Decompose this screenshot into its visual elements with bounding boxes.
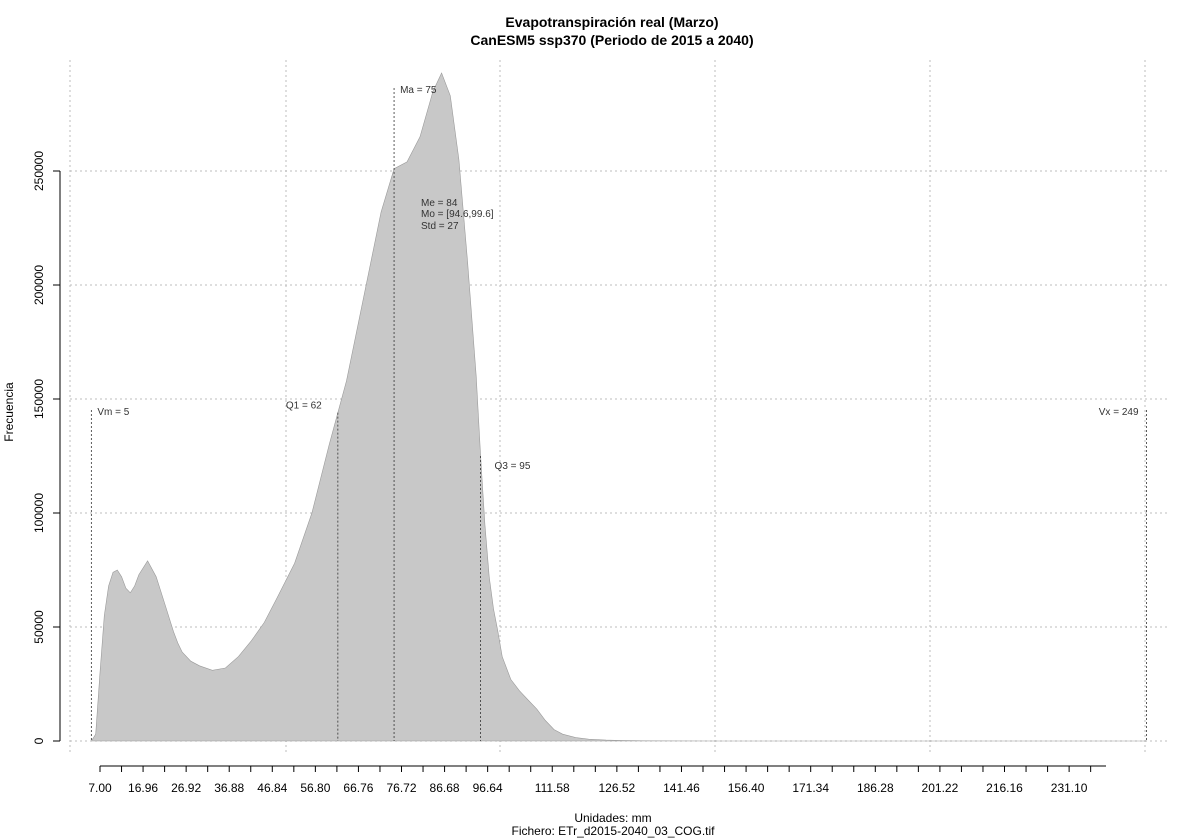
x-tick-label: 76.72 <box>386 781 416 795</box>
marker-label: Vm = 5 <box>97 407 129 418</box>
grid-lines <box>69 60 1170 755</box>
marker-label: Ma = 75 <box>400 85 437 96</box>
x-tick-label: 201.22 <box>922 781 959 795</box>
x-tick-label: 171.34 <box>792 781 829 795</box>
y-tick-label: 150000 <box>32 379 46 419</box>
marker-label: Q1 = 62 <box>286 401 322 412</box>
y-tick-label: 50000 <box>32 610 46 644</box>
y-axis-title: Frecuencia <box>2 382 16 442</box>
stat-markers: Vm = 5 Q1 = 62 Ma = 75 Q3 = 95 Vx = 249 <box>90 85 1147 741</box>
x-tick-label: 26.92 <box>171 781 201 795</box>
x-tick-label: 7.00 <box>88 781 112 795</box>
x-tick-label: 96.64 <box>473 781 503 795</box>
x-tick-label: 56.80 <box>300 781 330 795</box>
x-tick-label: 186.28 <box>857 781 894 795</box>
chart-title: Evapotranspiración real (Marzo) <box>505 14 718 30</box>
stat-mode-label: Mo = [94.6,99.6] <box>421 209 494 220</box>
y-tick-label: 100000 <box>32 493 46 533</box>
x-tick-label: 16.96 <box>128 781 158 795</box>
density-area <box>91 72 1147 742</box>
x-tick-label: 156.40 <box>728 781 765 795</box>
marker-label: Q3 = 95 <box>495 461 531 472</box>
x-tick-label: 126.52 <box>599 781 636 795</box>
chart-subtitle: CanESM5 ssp370 (Periodo de 2015 a 2040) <box>470 32 753 48</box>
marker-label: Vx = 249 <box>1099 407 1139 418</box>
x-tick-label: 86.68 <box>430 781 460 795</box>
x-axis: 7.00 16.96 26.92 36.88 46.84 56.80 66.76 76.72 8… <box>88 765 1106 795</box>
y-axis: 0 50000 100000 150000 200000 250000 <box>32 151 61 744</box>
x-tick-label: 66.76 <box>343 781 373 795</box>
y-tick-label: 250000 <box>32 151 46 191</box>
stat-median-label: Me = 84 <box>421 198 458 209</box>
x-axis-title: Unidades: mm <box>574 811 651 825</box>
source-file-label: Fichero: ETr_d2015-2040_03_COG.tif <box>512 824 716 838</box>
x-tick-label: 141.46 <box>663 781 700 795</box>
x-tick-label: 36.88 <box>214 781 244 795</box>
x-tick-label: 231.10 <box>1051 781 1088 795</box>
x-tick-label: 111.58 <box>535 781 570 795</box>
y-tick-label: 0 <box>32 737 46 744</box>
stat-std-label: Std = 27 <box>421 221 459 232</box>
density-fill <box>91 72 1147 742</box>
x-tick-label: 46.84 <box>257 781 287 795</box>
y-tick-label: 200000 <box>32 265 46 305</box>
x-tick-label: 216.16 <box>986 781 1023 795</box>
